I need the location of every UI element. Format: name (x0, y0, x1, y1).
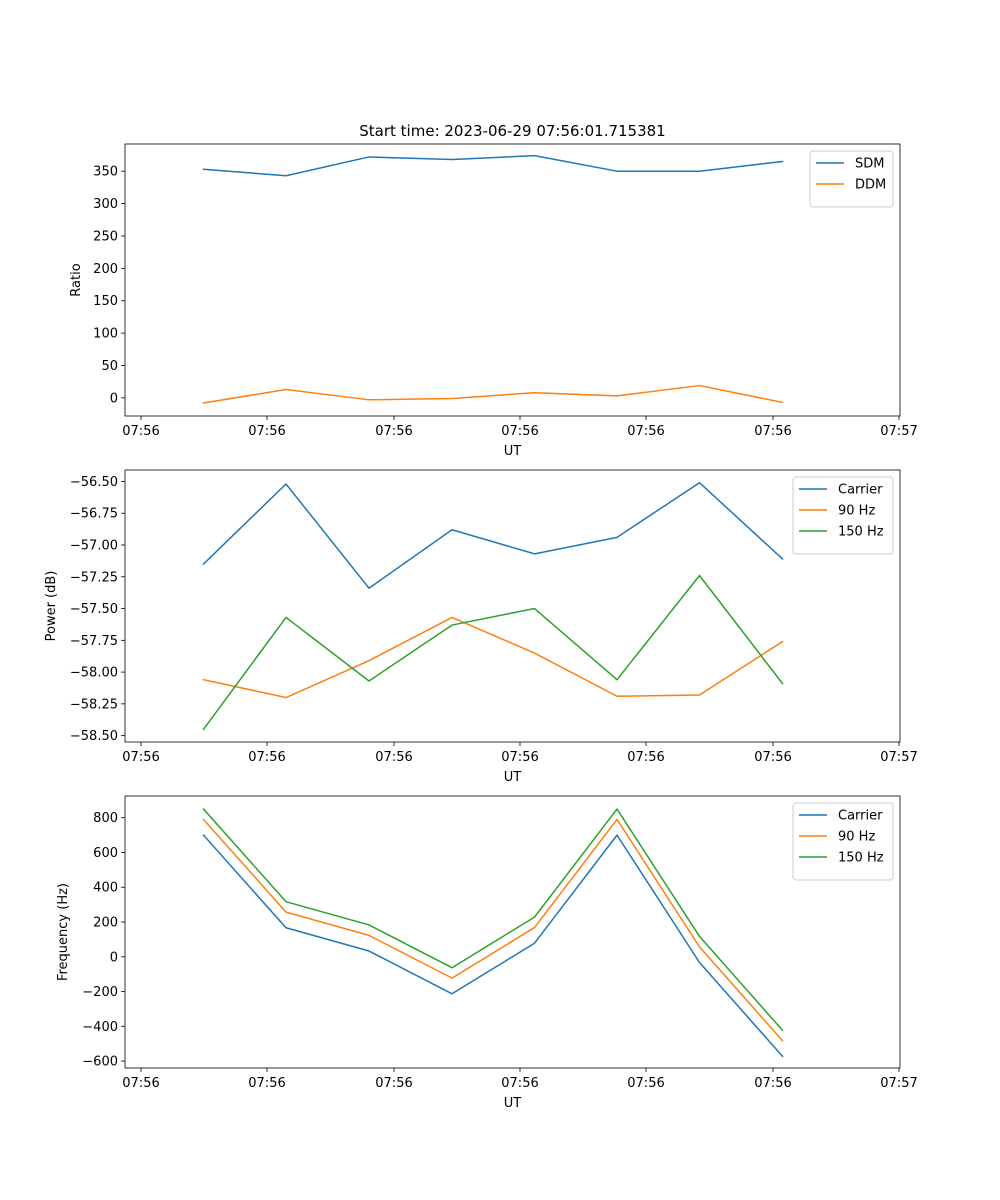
x-tick-label: 07:56 (754, 750, 791, 765)
x-tick-label: 07:56 (501, 424, 538, 439)
y-axis-label: Frequency (Hz) (56, 883, 71, 981)
y-tick-label: 100 (93, 327, 118, 342)
x-tick-label: 07:57 (880, 750, 917, 765)
legend-label: SDM (855, 157, 884, 172)
x-tick-label: 07:56 (375, 750, 412, 765)
y-tick-label: −57.75 (70, 634, 118, 649)
x-tick-label: 07:56 (375, 424, 412, 439)
legend-label: 90 Hz (838, 830, 875, 845)
axes-frame (124, 143, 901, 417)
frequency-subplot: 07:56 07:56 07:56 07:56 07:56 07:56 07:57 −600 −… (56, 795, 918, 1111)
x-tick-label: 07:56 (122, 750, 159, 765)
y-tick-label: −600 (82, 1055, 118, 1070)
x-tick-label: 07:56 (248, 1076, 285, 1091)
legend-label: 150 Hz (838, 525, 884, 540)
x-tick-label: 07:56 (375, 1076, 412, 1091)
x-tick-label: 07:56 (754, 1076, 791, 1091)
series-line-90-hz (202, 818, 784, 1042)
y-tick-label: −58.00 (70, 666, 118, 681)
y-axis-label: Ratio (69, 263, 84, 296)
y-tick-label: 300 (93, 197, 118, 212)
y-tick-label: −58.50 (70, 729, 118, 744)
x-tick-label: 07:56 (627, 424, 664, 439)
x-tick-label: 07:56 (627, 1076, 664, 1091)
y-tick-label: 250 (93, 229, 118, 244)
x-tick-label: 07:56 (627, 750, 664, 765)
x-axis-label: UT (504, 444, 522, 459)
y-tick-label: 0 (110, 391, 118, 406)
series-line-ddm (202, 384, 784, 404)
power-subplot: 07:56 07:56 07:56 07:56 07:56 07:56 07:57 −58.5… (44, 469, 918, 785)
x-tick-label: 07:56 (248, 750, 285, 765)
x-tick-label: 07:56 (248, 424, 285, 439)
legend-box (809, 150, 894, 208)
y-tick-label: 200 (93, 916, 118, 931)
y-tick-label: −58.25 (70, 697, 118, 712)
legend: Carrier 90 Hz 150 Hz (792, 802, 894, 881)
y-tick-label: 50 (101, 359, 118, 374)
series-line-150-hz (202, 807, 784, 1032)
x-tick-label: 07:56 (501, 1076, 538, 1091)
axes-frame (124, 469, 901, 743)
y-tick-label: −57.00 (70, 538, 118, 553)
y-tick-label: −400 (82, 1020, 118, 1035)
ratio-subplot: 07:56 07:56 07:56 07:56 07:56 07:56 07:57 0 50 10… (69, 143, 918, 459)
y-tick-label: 400 (93, 881, 118, 896)
legend-label: 150 Hz (838, 851, 884, 866)
figure-title: Start time: 2023-06-29 07:56:01.715381 (359, 122, 665, 140)
y-tick-label: −56.75 (70, 507, 118, 522)
x-axis-label: UT (504, 1096, 522, 1111)
y-axis-label: Power (dB) (44, 571, 59, 642)
legend-label: Carrier (838, 483, 883, 498)
legend: SDM DDM (809, 150, 894, 208)
series-line-carrier (202, 834, 784, 1058)
legend-box (792, 476, 894, 555)
y-tick-label: 0 (110, 950, 118, 965)
series-line-sdm (202, 154, 784, 177)
x-tick-label: 07:56 (122, 1076, 159, 1091)
legend-label: Carrier (838, 809, 883, 824)
y-tick-label: 350 (93, 165, 118, 180)
y-tick-label: −57.25 (70, 570, 118, 585)
x-tick-label: 07:57 (880, 424, 917, 439)
y-tick-label: −56.50 (70, 475, 118, 490)
series-line-150-hz (202, 574, 784, 731)
x-tick-label: 07:56 (501, 750, 538, 765)
y-tick-label: 600 (93, 846, 118, 861)
y-tick-label: 200 (93, 262, 118, 277)
y-tick-label: −200 (82, 985, 118, 1000)
x-tick-label: 07:56 (754, 424, 791, 439)
legend-label: 90 Hz (838, 504, 875, 519)
y-tick-label: 150 (93, 294, 118, 309)
x-tick-label: 07:57 (880, 1076, 917, 1091)
x-tick-label: 07:56 (122, 424, 159, 439)
series-line-90-hz (202, 616, 784, 699)
y-tick-label: −57.50 (70, 602, 118, 617)
y-tick-label: 800 (93, 811, 118, 826)
series-line-carrier (202, 481, 784, 589)
legend-box (792, 802, 894, 881)
legend-label: DDM (855, 178, 886, 193)
x-axis-label: UT (504, 770, 522, 785)
axes-frame (124, 795, 901, 1069)
legend: Carrier 90 Hz 150 Hz (792, 476, 894, 555)
